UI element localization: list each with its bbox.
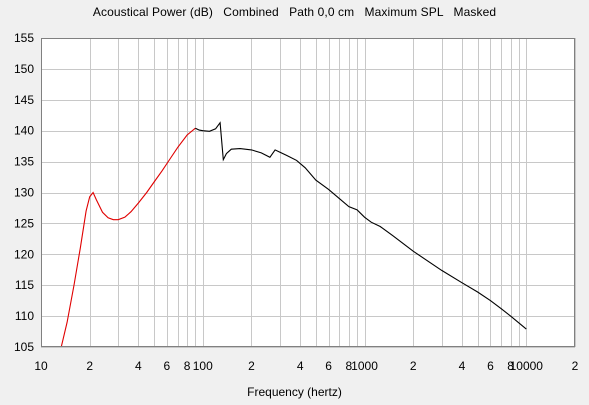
plot-frame: [41, 38, 575, 347]
x-tick-label: 6: [487, 359, 494, 373]
x-tick-label: 100: [193, 359, 213, 373]
x-tick-label: 1000: [351, 359, 378, 373]
x-tick-label: 4: [297, 359, 304, 373]
x-tick-label: 6: [325, 359, 332, 373]
y-tick-label: 115: [15, 278, 34, 292]
y-tick-label: 135: [14, 155, 34, 169]
y-axis-ticks: 105 110 115 120 125 130 135 140 145 150 155: [14, 31, 34, 354]
series-line-0: [60, 127, 196, 347]
grid-lines: [41, 38, 576, 348]
x-tick-label: 2: [248, 359, 255, 373]
x-tick-label: 8: [184, 359, 191, 373]
x-tick-label: 10000: [510, 359, 544, 373]
x-tick-label: 2: [410, 359, 417, 373]
x-tick-label: 10: [34, 359, 48, 373]
y-tick-label: 110: [15, 309, 34, 323]
x-tick-label: 2: [86, 359, 93, 373]
chart-title: Acoustical Power (dB) Combined Path 0,0 …: [92, 5, 497, 19]
y-tick-label: 150: [14, 62, 34, 76]
x-tick-label: 8: [507, 359, 514, 373]
y-tick-label: 140: [14, 124, 34, 138]
x-tick-label: 4: [135, 359, 142, 373]
y-tick-label: 105: [14, 340, 34, 354]
x-tick-label: 6: [164, 359, 171, 373]
y-tick-label: 125: [14, 216, 34, 230]
y-tick-label: 145: [14, 93, 34, 107]
plot-area: [41, 38, 575, 347]
y-tick-label: 120: [14, 247, 34, 261]
x-tick-label: 2: [572, 359, 579, 373]
x-tick-label: 8: [346, 359, 353, 373]
x-tick-label: 4: [459, 359, 466, 373]
x-axis-label: Frequency (hertz): [247, 385, 342, 399]
series-line-1: [195, 121, 527, 330]
y-tick-label: 155: [14, 31, 34, 45]
y-tick-label: 130: [14, 186, 34, 200]
series-group: [60, 121, 527, 347]
